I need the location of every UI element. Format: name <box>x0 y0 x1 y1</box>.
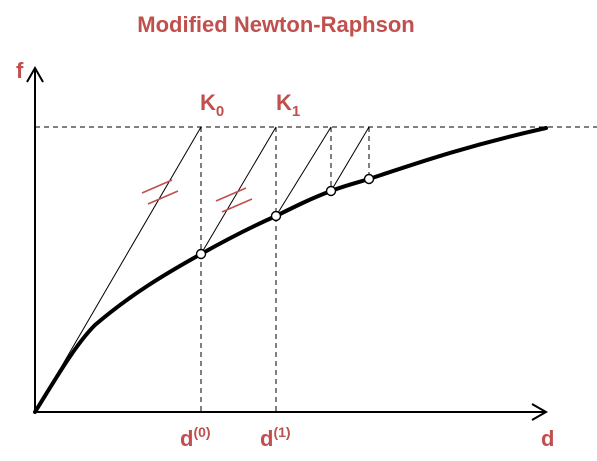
stiffness-label-k1-sub: 1 <box>292 103 300 120</box>
iteration-point-1 <box>270 210 282 222</box>
iteration-points <box>195 173 375 260</box>
y-axis-label: f <box>16 58 24 83</box>
stiffness-label-k0: K0 <box>200 90 224 120</box>
stiffness-label-k0-base: K <box>200 90 216 115</box>
stiffness-label-k1-base: K <box>276 90 292 115</box>
vertical-guides <box>200 127 370 412</box>
stiffness-lines <box>34 126 370 413</box>
displacement-label-d1-sup: (1) <box>273 424 290 440</box>
displacement-label-d1: d(1) <box>260 424 291 451</box>
stiffness-line-iter-3 <box>330 126 370 192</box>
x-axis-arrowhead <box>531 403 549 421</box>
iteration-point-2 <box>325 185 337 197</box>
iteration-point-3 <box>363 173 375 185</box>
displacement-label-d0: d(0) <box>180 424 211 451</box>
displacement-label-d1-base: d <box>260 426 273 451</box>
axes <box>26 65 549 421</box>
stiffness-label-k0-sub: 0 <box>216 103 224 120</box>
displacement-label-d0-base: d <box>180 426 193 451</box>
iteration-point-0 <box>195 248 207 260</box>
parallel-marker-1 <box>141 179 179 205</box>
x-axis-label: d <box>541 426 554 451</box>
stiffness-label-k1: K1 <box>276 90 300 120</box>
response-curve <box>33 126 548 414</box>
y-axis-arrowhead <box>26 65 44 83</box>
parallel-marker-2 <box>215 187 253 213</box>
stiffness-line-iter-2 <box>275 126 332 217</box>
displacement-label-d0-sup: (0) <box>193 424 210 440</box>
diagram-title: Modified Newton-Raphson <box>137 12 414 37</box>
